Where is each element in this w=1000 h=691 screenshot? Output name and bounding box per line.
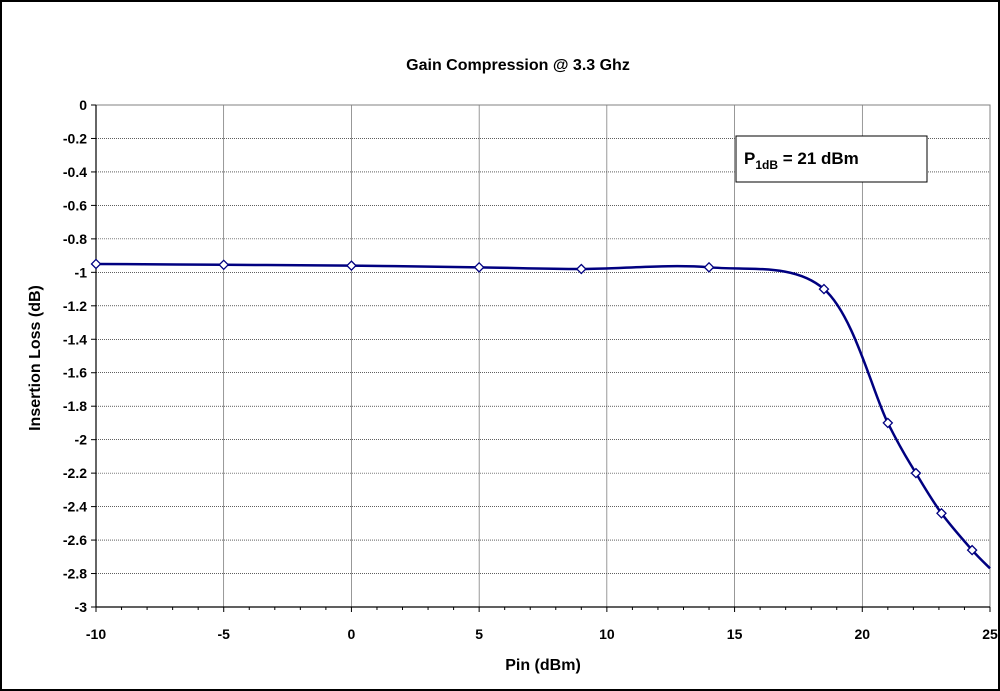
annotation-box (735, 135, 928, 183)
data-point-3 (473, 261, 485, 273)
y-tick-label-9: -1.8 (63, 398, 87, 414)
x-axis-label: Pin (dBm) (505, 657, 581, 674)
p1db-annotation: P1dB = 21 dBm (735, 135, 928, 183)
annotation-rest: = 21 dBm (778, 149, 859, 168)
data-point-1 (218, 259, 230, 271)
axes (91, 104, 991, 612)
y-tick-label-3: -0.6 (63, 197, 87, 213)
data-point-7 (882, 417, 894, 429)
chart-title: Gain Compression @ 3.3 Ghz (406, 57, 630, 74)
data-markers (90, 258, 978, 556)
y-tick-label-11: -2.2 (63, 465, 87, 481)
x-tick-label-6: 20 (854, 626, 870, 642)
x-tick-label-7: 25 (982, 626, 998, 642)
x-tick-label-5: 15 (727, 626, 743, 642)
y-tick-label-12: -2.4 (63, 499, 87, 515)
series-line (95, 262, 991, 570)
x-tick-label-2: 0 (348, 626, 356, 642)
y-tick-label-7: -1.4 (63, 331, 87, 347)
y-tick-label-0: 0 (79, 97, 87, 113)
data-point-8 (910, 467, 922, 479)
y-tick-label-8: -1.6 (63, 365, 87, 381)
y-tick-label-2: -0.4 (63, 164, 87, 180)
y-tick-labels: 0 -0.2 -0.4 -0.6 -0.8 -1 -1.2 -1.4 -1.6 -1.8 -2 -2.… (63, 97, 87, 615)
annotation-main: P (744, 149, 755, 168)
y-tick-label-13: -2.6 (63, 532, 87, 548)
y-tick-label-4: -0.8 (63, 231, 87, 247)
x-tick-labels: -10 -5 0 5 10 15 20 25 (86, 626, 998, 642)
y-tick-label-14: -2.8 (63, 566, 87, 582)
data-point-10 (966, 544, 978, 556)
data-point-4 (575, 263, 587, 275)
x-tick-label-1: -5 (217, 626, 230, 642)
y-tick-label-6: -1.2 (63, 298, 87, 314)
data-point-0 (90, 258, 102, 270)
y-tick-label-5: -1 (75, 264, 88, 280)
data-point-2 (346, 260, 357, 272)
annotation-text: P1dB = 21 dBm (744, 149, 859, 172)
x-tick-label-0: -10 (86, 626, 106, 642)
x-tick-label-4: 10 (599, 626, 615, 642)
data-point-5 (703, 261, 715, 273)
y-axis-label: Insertion Loss (dB) (27, 285, 44, 431)
data-point-9 (936, 507, 947, 519)
y-tick-label-15: -3 (75, 599, 88, 615)
x-tick-label-3: 5 (475, 626, 483, 642)
annotation-sub: 1dB (755, 158, 778, 172)
y-tick-label-1: -0.2 (63, 130, 87, 146)
y-tick-label-10: -2 (75, 432, 88, 448)
data-point-6 (818, 283, 830, 295)
